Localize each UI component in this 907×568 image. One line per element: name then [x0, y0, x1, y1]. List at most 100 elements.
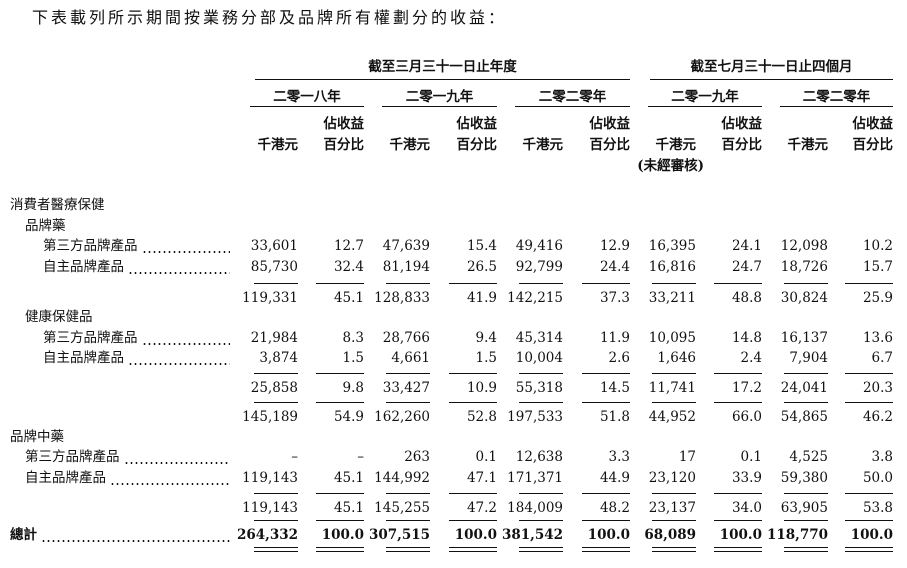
- year-header: 二零二零年: [802, 89, 871, 105]
- cell: 2.6: [608, 350, 630, 366]
- double-rule: [714, 547, 762, 548]
- leader-dots: [110, 483, 230, 485]
- cell: –: [291, 449, 298, 465]
- cell: 145,255: [374, 500, 430, 516]
- cell: 142,215: [507, 290, 563, 306]
- sum-rule: [316, 283, 364, 284]
- year-rule: [382, 106, 497, 107]
- column-header: 百分比: [456, 137, 498, 153]
- cell: 144,992: [374, 470, 430, 486]
- cell: 45.1: [333, 500, 364, 516]
- sum-rule: [519, 493, 563, 494]
- cell: 197,533: [507, 409, 563, 425]
- leader-dots: [128, 272, 230, 274]
- year-rule: [648, 106, 762, 107]
- sum-rule: [449, 520, 497, 521]
- column-header: 佔收益: [323, 116, 365, 132]
- double-rule: [845, 551, 893, 552]
- year-header: 二零二零年: [538, 89, 607, 105]
- double-rule: [254, 547, 298, 548]
- cell: 13.6: [862, 330, 893, 346]
- cell: 48.2: [599, 500, 630, 516]
- cell: 2.4: [740, 350, 762, 366]
- cell: 12,098: [780, 238, 828, 254]
- column-header: 百分比: [589, 137, 631, 153]
- cell: 51.8: [599, 409, 630, 425]
- cell: 307,515: [368, 527, 430, 543]
- sum-rule: [386, 520, 430, 521]
- cell: 41.9: [466, 290, 497, 306]
- cell: 34.0: [731, 500, 762, 516]
- double-rule: [449, 551, 497, 552]
- sum-rule: [519, 520, 563, 521]
- cell: 10,095: [648, 330, 696, 346]
- sum-rule: [254, 373, 298, 374]
- sum-rule: [714, 402, 762, 403]
- sum-rule: [582, 520, 630, 521]
- cell: 23,120: [648, 470, 696, 486]
- sum-rule: [519, 373, 563, 374]
- cell: 44.9: [599, 470, 630, 486]
- cell: 16,816: [648, 259, 696, 275]
- sum-rule: [652, 402, 696, 403]
- double-rule: [316, 547, 364, 548]
- sum-rule: [652, 493, 696, 494]
- cell: 28,766: [382, 330, 430, 346]
- double-rule: [254, 551, 298, 552]
- sum-rule: [845, 493, 893, 494]
- cell: 48.8: [731, 290, 762, 306]
- sum-rule: [784, 283, 828, 284]
- sum-rule: [845, 373, 893, 374]
- double-rule: [784, 551, 828, 552]
- cell: 24,041: [780, 380, 828, 396]
- cell: 26.5: [466, 259, 497, 275]
- row-label: 第三方品牌產品: [43, 330, 138, 346]
- leader-dots: [123, 462, 230, 464]
- sum-rule: [652, 283, 696, 284]
- sum-rule: [652, 373, 696, 374]
- sum-rule: [845, 283, 893, 284]
- sum-rule: [254, 493, 298, 494]
- cell: 10.9: [466, 380, 497, 396]
- sum-rule: [449, 373, 497, 374]
- cell: 30,824: [780, 290, 828, 306]
- year-header: 二零一八年: [273, 89, 341, 105]
- cell: 46.2: [862, 409, 893, 425]
- cell: 47,639: [382, 238, 430, 254]
- group-rule: [650, 79, 893, 80]
- cell: 24.7: [731, 259, 762, 275]
- sum-rule: [449, 283, 497, 284]
- cell: 55,318: [515, 380, 563, 396]
- cell: 3,874: [259, 350, 298, 366]
- sum-rule: [582, 283, 630, 284]
- cell: 162,260: [374, 409, 430, 425]
- cell: 54.9: [333, 409, 364, 425]
- cell: 145,189: [242, 409, 298, 425]
- double-rule: [519, 551, 563, 552]
- column-header: 佔收益: [852, 116, 894, 132]
- cell: 184,009: [507, 500, 563, 516]
- sum-rule: [582, 493, 630, 494]
- year-rule: [780, 106, 893, 107]
- cell: 16,395: [648, 238, 696, 254]
- double-rule: [652, 551, 696, 552]
- cell: 20.3: [862, 380, 893, 396]
- row-label: 自主品牌產品: [43, 350, 124, 366]
- cell: 119,143: [242, 500, 298, 516]
- cell: 16,137: [780, 330, 828, 346]
- leader-dots: [128, 363, 230, 365]
- leader-dots: [41, 540, 230, 542]
- sum-rule: [845, 520, 893, 521]
- cell: 21,984: [250, 330, 298, 346]
- cell: 15.4: [466, 238, 497, 254]
- sum-rule: [519, 283, 563, 284]
- double-rule: [386, 551, 430, 552]
- cell: 63,905: [780, 500, 828, 516]
- cell: 118,770: [766, 527, 828, 543]
- sum-rule: [254, 520, 298, 521]
- cell: 81,194: [382, 259, 430, 275]
- cell: 128,833: [374, 290, 430, 306]
- cell: 68,089: [644, 527, 696, 543]
- group-header: 截至七月三十一日止四個月: [690, 59, 853, 75]
- column-header: 千港元: [522, 137, 564, 153]
